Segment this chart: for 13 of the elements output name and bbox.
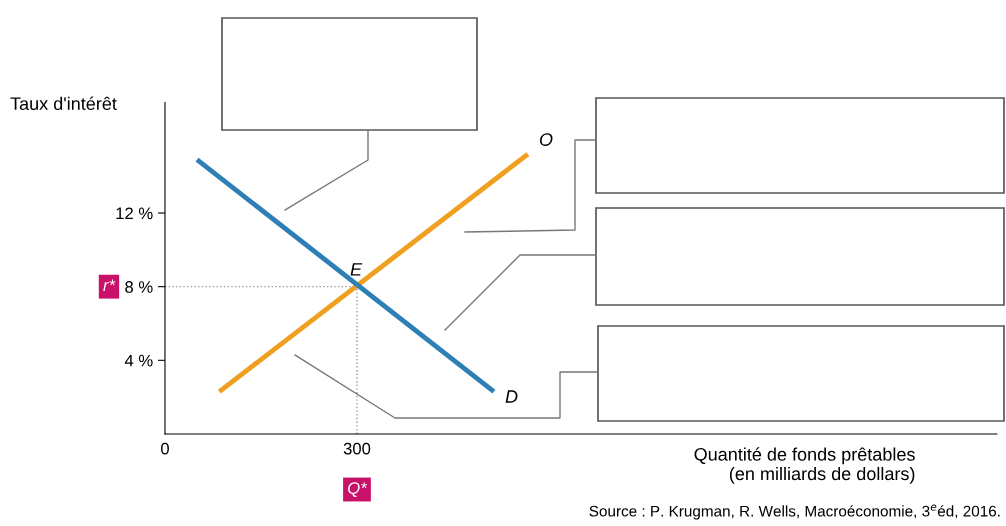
y-tick-label: 4 % (124, 354, 153, 367)
y-tick-label: 8 % (125, 281, 153, 293)
x-tick-label: 300 (343, 442, 371, 455)
ref-line-label: Q* (348, 482, 368, 497)
y-tick-label: 12 % (116, 207, 153, 220)
x-tick-label: 0 (161, 442, 169, 455)
series-label: O (539, 133, 553, 146)
x-axis-title: Quantité de fonds prêtables (en milliards de dollars) (694, 447, 915, 484)
series-label: D (505, 390, 518, 403)
annotation: E (350, 263, 363, 276)
source-note: Source : P. Krugman, R. Wells, Macroéconomie, 3$^{e}$éd, 2016. (589, 504, 1000, 520)
y-axis-title: Taux d'intérêt (10, 96, 117, 111)
ref-line-label: r* (103, 279, 116, 291)
